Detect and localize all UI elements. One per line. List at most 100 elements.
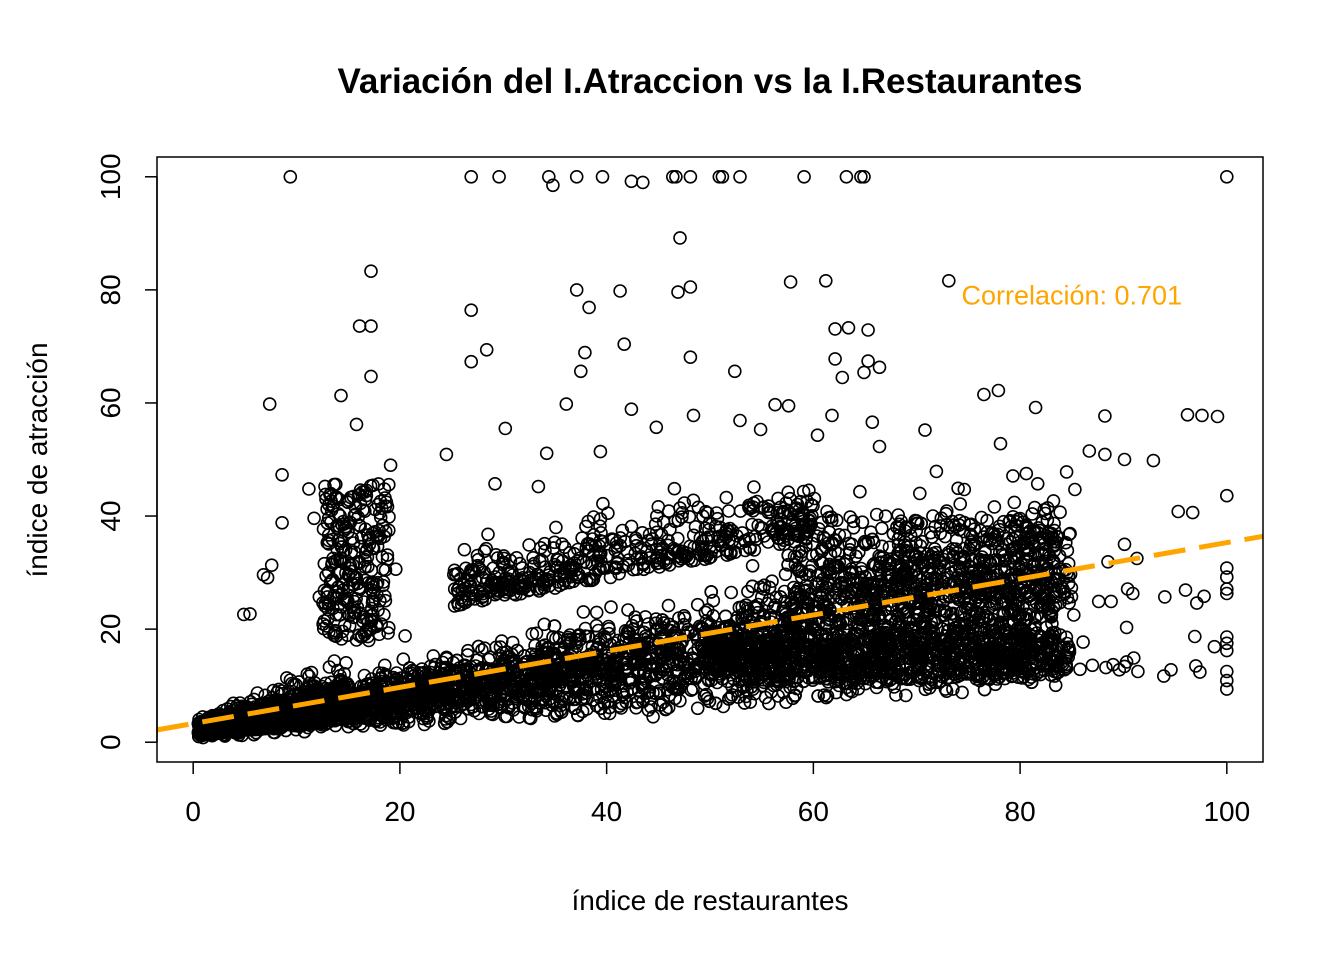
- data-point: [617, 632, 631, 646]
- data-point: [615, 696, 629, 711]
- data-point: [708, 696, 723, 711]
- data-point: [500, 699, 515, 714]
- data-point: [938, 604, 953, 619]
- data-point: [660, 644, 674, 659]
- data-point: [407, 669, 421, 683]
- data-point: [537, 617, 552, 632]
- data-point: [627, 650, 642, 665]
- data-point: [697, 654, 712, 669]
- data-point: [355, 696, 370, 711]
- data-point: [365, 689, 379, 704]
- data-point: [745, 558, 760, 573]
- data-point: [576, 605, 591, 619]
- data-point: [538, 638, 552, 653]
- data-point: [386, 715, 401, 730]
- data-point: [898, 688, 913, 703]
- data-point: [640, 686, 655, 700]
- data-point: [817, 688, 832, 702]
- data-point: [629, 614, 644, 628]
- data-point: [891, 617, 906, 632]
- data-point: [501, 700, 516, 715]
- data-point: [745, 579, 760, 594]
- data-point: [611, 633, 625, 648]
- data-point: [447, 684, 462, 699]
- data-point: [750, 605, 765, 620]
- data-point: [352, 704, 367, 718]
- data-point: [671, 653, 686, 667]
- data-point: [636, 694, 650, 709]
- data-point: [953, 497, 968, 511]
- data-point: [637, 676, 652, 691]
- data-point: [594, 682, 609, 697]
- data-point: [487, 690, 502, 704]
- data-point: [439, 650, 454, 665]
- data-point: [946, 682, 960, 696]
- data-point: [910, 613, 925, 628]
- data-point: [704, 585, 719, 599]
- data-point: [762, 696, 776, 711]
- data-point: [467, 680, 482, 694]
- data-point: [699, 687, 714, 702]
- data-point: [963, 616, 978, 630]
- data-point: [721, 692, 736, 706]
- data-point: [468, 690, 482, 705]
- data-point: [737, 696, 752, 710]
- data-point: [553, 695, 568, 709]
- data-point: [379, 703, 394, 718]
- data-point: [512, 681, 527, 695]
- data-point: [604, 600, 618, 614]
- data-point: [580, 657, 595, 672]
- data-point: [656, 616, 671, 630]
- data-point: [636, 665, 651, 680]
- data-point: [495, 674, 509, 689]
- data-point: [587, 682, 602, 696]
- data-point: [608, 676, 622, 691]
- data-point: [677, 611, 692, 626]
- data-point: [1034, 609, 1049, 624]
- data-point: [377, 658, 392, 673]
- data-point: [566, 674, 580, 689]
- data-point: [698, 605, 713, 620]
- data-point: [460, 648, 475, 662]
- data-point: [571, 708, 585, 723]
- data-point: [465, 700, 480, 714]
- data-point: [661, 598, 676, 613]
- data-point: [781, 557, 795, 572]
- data-point: [724, 585, 739, 600]
- data-point: [946, 606, 960, 621]
- data-point: [573, 632, 587, 647]
- data-point: [725, 688, 740, 702]
- data-point: [554, 670, 569, 685]
- chart-title: Variación del I.Atraccion vs la I.Restau…: [337, 62, 1082, 101]
- data-point: [471, 639, 486, 654]
- data-point: [547, 646, 562, 661]
- data-point: [474, 677, 489, 692]
- data-point: [811, 689, 825, 703]
- data-point: [666, 674, 681, 688]
- data-point: [456, 663, 471, 678]
- data-point: [389, 695, 403, 710]
- data-point: [495, 659, 509, 674]
- data-point: [939, 684, 954, 699]
- data-point: [439, 702, 453, 717]
- data-point: [339, 655, 353, 670]
- data-point: [548, 662, 562, 676]
- data-point: [729, 683, 744, 698]
- data-point: [664, 620, 679, 635]
- data-point: [692, 619, 707, 634]
- data-point: [702, 694, 717, 709]
- data-point: [374, 674, 389, 689]
- data-point: [579, 686, 594, 700]
- data-point: [597, 629, 612, 644]
- data-point: [402, 661, 417, 675]
- data-point: [528, 700, 543, 714]
- data-point: [690, 701, 705, 716]
- data-point: [547, 619, 562, 633]
- data-point: [357, 668, 372, 683]
- data-point: [812, 576, 826, 590]
- data-point: [865, 619, 879, 634]
- data-point: [969, 606, 984, 621]
- data-point: [762, 580, 777, 595]
- data-point: [522, 673, 537, 688]
- data-point: [391, 715, 406, 730]
